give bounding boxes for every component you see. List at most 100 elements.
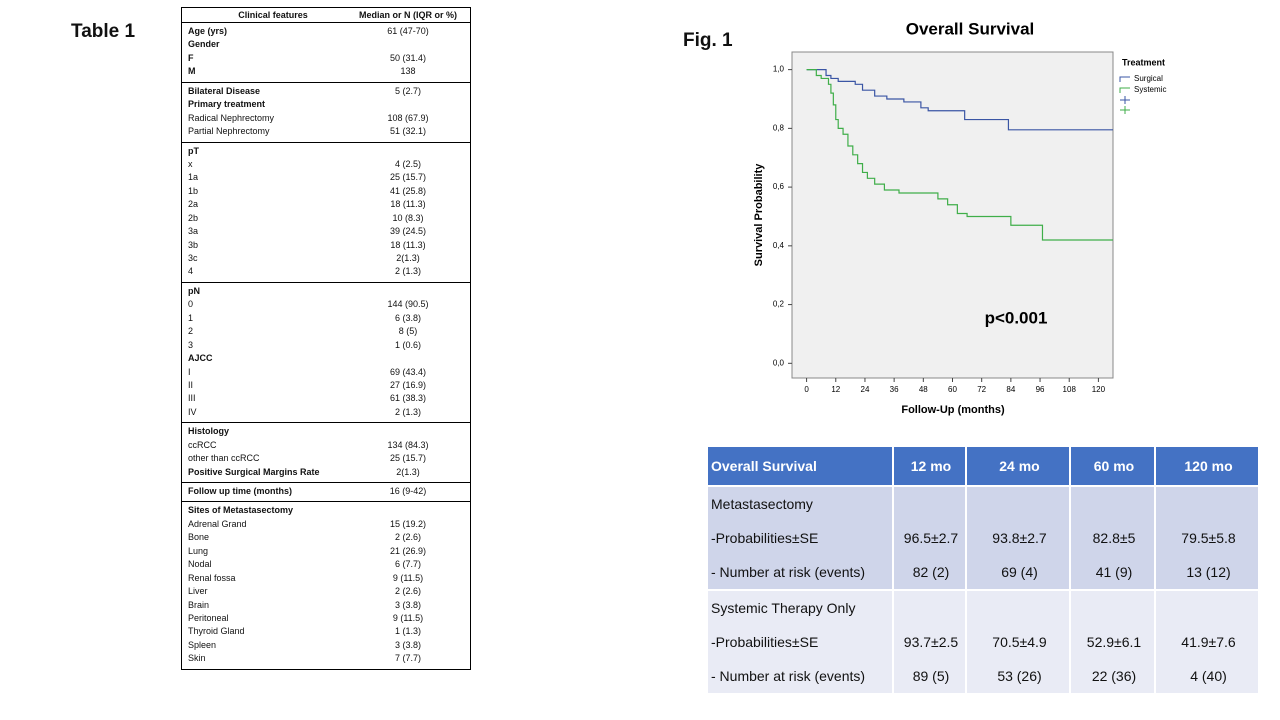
- row-group: Age (yrs) 61 (47-70) Gender F 50 (31.4) M 138: [182, 22, 470, 82]
- value-cell: 108 (67.9): [387, 112, 429, 123]
- section-row: Metastasectomy: [708, 485, 1260, 521]
- x-tick-label: 84: [1006, 385, 1015, 394]
- table-row: 1a 25 (15.7): [182, 171, 470, 184]
- value-cell: 15 (19.2): [389, 518, 427, 529]
- value-cell: 18 (11.3): [390, 239, 426, 250]
- header-row: Overall Survival 12 mo 24 mo 60 mo 120 mo: [708, 447, 1260, 486]
- feature-cell: Brain: [188, 599, 210, 610]
- feature-cell: IV: [188, 406, 197, 417]
- row-label: -Probabilities±SE: [708, 521, 894, 555]
- value-cell: 21 (26.9): [389, 545, 427, 556]
- row-group: Bilateral Disease 5 (2.7) Primary treatmen…: [182, 81, 470, 142]
- value-cell: 4 (40): [1155, 659, 1260, 693]
- header-cell: 12 mo: [893, 447, 967, 486]
- feature-cell: Bilateral Disease: [188, 85, 261, 96]
- row-label: -Probabilities±SE: [708, 625, 894, 659]
- table-row: 0 144 (90.5): [182, 298, 470, 311]
- value-cell: 89 (5): [893, 659, 967, 693]
- table-row: I 69 (43.4): [182, 366, 470, 379]
- value-cell: [358, 145, 470, 158]
- y-tick-label: 0,0: [773, 358, 785, 367]
- table-row: F 50 (31.4): [182, 52, 470, 65]
- feature-cell: pT: [188, 145, 199, 156]
- table-row: Age (yrs) 61 (47-70): [182, 25, 470, 38]
- feature-cell: Radical Nephrectomy: [188, 112, 275, 123]
- feature-cell: AJCC: [188, 353, 213, 364]
- value-cell: 134 (84.3): [387, 439, 429, 450]
- value-cell: 5 (2.7): [394, 85, 421, 96]
- x-tick-label: 108: [1063, 385, 1077, 394]
- value-cell: 10 (8.3): [392, 212, 424, 223]
- table-row: M 138: [182, 65, 470, 78]
- value-cell: 144 (90.5): [387, 299, 429, 310]
- feature-cell: Adrenal Grand: [188, 518, 247, 529]
- plot: 0 12 24 36 48 60 72 84 96 108 120 0,0 0,2 0,4 0,6 0,8 1,…: [773, 65, 1167, 394]
- value-cell: 27 (16.9): [389, 379, 427, 390]
- table-row: Sites of Metastasectomy: [182, 504, 470, 517]
- value-cell: 53 (26): [966, 659, 1071, 693]
- table-label: Table 1: [71, 21, 136, 42]
- header-cell: Clinical features: [238, 10, 308, 20]
- value-cell: 82 (2): [893, 555, 967, 590]
- feature-cell: 3: [188, 339, 194, 350]
- x-tick-label: 60: [948, 385, 957, 394]
- table-row: Radical Nephrectomy 108 (67.9): [182, 112, 470, 125]
- value-cell: 82.8±5: [1070, 521, 1156, 555]
- feature-cell: Positive Surgical Margins Rate: [188, 466, 320, 477]
- feature-cell: 1a: [188, 172, 199, 183]
- feature-cell: III: [188, 393, 196, 404]
- empty-cell: [893, 485, 967, 521]
- table-row: Positive Surgical Margins Rate 2(1.3): [182, 466, 470, 479]
- x-tick-label: 12: [831, 385, 840, 394]
- feature-cell: pN: [188, 285, 200, 296]
- section-title: Metastasectomy: [708, 485, 894, 521]
- legend-swatch: [1119, 87, 1130, 93]
- value-cell: 2 (1.3): [394, 406, 421, 417]
- header-cell: Median or N (IQR or %): [358, 10, 457, 20]
- value-cell: 16 (9-42): [389, 486, 427, 496]
- value-cell: 13 (12): [1155, 555, 1260, 590]
- p-value: p<0.001: [985, 308, 1048, 327]
- value-cell: [358, 38, 470, 51]
- header-cell: 60 mo: [1070, 447, 1156, 486]
- y-tick-label: 0,4: [773, 241, 785, 250]
- empty-cell: [1070, 589, 1156, 625]
- feature-cell: Bone: [188, 532, 210, 543]
- y-axis-label: Survival Probability: [753, 163, 765, 267]
- value-cell: 50 (31.4): [389, 52, 427, 63]
- row-group: pT x 4 (2.5) 1a 25 (15.7) 1b 41 (25.8) 2a 18 (11…: [182, 141, 470, 282]
- value-cell: 2 (1.3): [394, 266, 421, 277]
- empty-cell: [1155, 589, 1260, 625]
- feature-cell: I: [188, 366, 191, 377]
- x-tick-label: 96: [1036, 385, 1045, 394]
- table-row: IV 2 (1.3): [182, 406, 470, 419]
- row-group: Histology ccRCC 134 (84.3) other than ccRCC…: [182, 422, 470, 482]
- feature-cell: Spleen: [188, 639, 217, 650]
- feature-cell: x: [188, 158, 193, 169]
- table-row: pN: [182, 285, 470, 298]
- table-row: Gender: [182, 38, 470, 51]
- feature-cell: Peritoneal: [188, 612, 229, 623]
- feature-cell: F: [188, 52, 194, 63]
- table-row: Brain 3 (3.8): [182, 599, 470, 612]
- value-cell: 9 (11.5): [392, 612, 424, 623]
- table-row: Spleen 3 (3.8): [182, 639, 470, 652]
- empty-cell: [966, 589, 1071, 625]
- feature-cell: M: [188, 66, 196, 77]
- survival-curve: [806, 69, 1113, 131]
- feature-cell: 2b: [188, 212, 199, 223]
- value-cell: 51 (32.1): [389, 126, 427, 137]
- table-header: Clinical features Median or N (IQR or %): [182, 8, 470, 22]
- value-cell: 39 (24.5): [389, 226, 427, 237]
- value-cell: 2 (2.6): [394, 586, 421, 597]
- x-tick-label: 24: [861, 385, 870, 394]
- table-row: x 4 (2.5): [182, 158, 470, 171]
- feature-cell: Sites of Metastasectomy: [188, 505, 294, 516]
- row-group: Sites of Metastasectomy Adrenal Grand 15 (…: [182, 501, 470, 668]
- value-cell: 41 (9): [1070, 555, 1156, 590]
- table-row: Peritoneal 9 (11.5): [182, 612, 470, 625]
- row-group: pN 0 144 (90.5) 1 6 (3.8) 2 8 (5) 3 1 (0.6) AJCC I…: [182, 281, 470, 422]
- value-cell: 18 (11.3): [390, 199, 426, 210]
- value-cell: 2(1.3): [396, 466, 420, 477]
- empty-cell: [893, 589, 967, 625]
